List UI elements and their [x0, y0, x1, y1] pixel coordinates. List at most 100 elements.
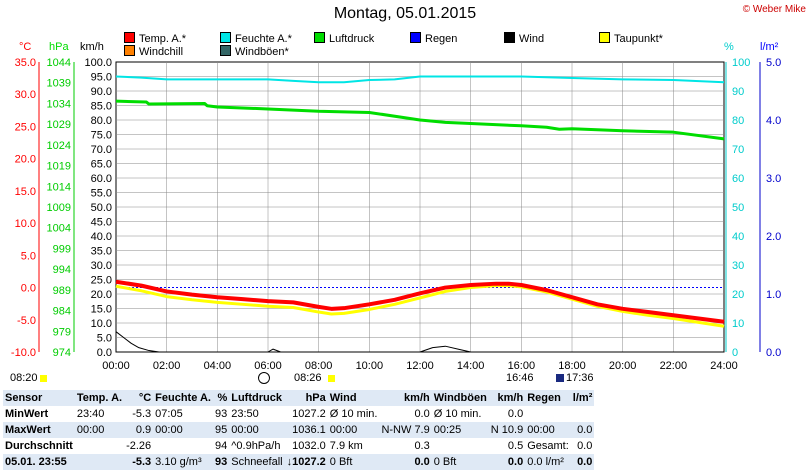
temp-tick-label: -5.0 [17, 315, 36, 327]
temp-tick-label: 5.0 [21, 250, 36, 262]
x-tick-label: 00:00 [102, 360, 130, 372]
stats-cell: 93 [214, 456, 228, 468]
x-tick-label: 24:00 [710, 360, 738, 372]
legend-label: Windchill [139, 46, 184, 58]
temp-tick-label: 35.0 [15, 57, 36, 69]
rain-tick-label: 4.0 [766, 115, 781, 127]
stats-header-cell: Regen [527, 392, 561, 404]
legend-item-windchill[interactable]: Windchill [124, 45, 183, 58]
wind-tick-label: 45.0 [91, 217, 112, 229]
stats-cell: 1036.1 [292, 424, 326, 436]
stats-cell: 0.9 [135, 424, 152, 436]
x-tick-label: 10:00 [356, 360, 384, 372]
rain-axis-header: l/m² [760, 41, 779, 53]
stats-header-cell: Wind [329, 392, 357, 404]
pressure-axis-header: hPa [49, 41, 69, 53]
stats-row-label: Durchschnitt [5, 440, 73, 452]
wind-tick-label: 30.0 [91, 260, 112, 272]
wind-tick-label: 40.0 [91, 231, 112, 243]
temp-tick-label: 30.0 [15, 89, 36, 101]
wind-tick-label: 50.0 [91, 202, 112, 214]
legend-label: Feuchte A.* [235, 33, 292, 45]
stats-cell: Ø 10 min. [433, 408, 482, 420]
legend-swatch [220, 45, 231, 56]
legend-item-wind[interactable]: Wind [504, 32, 544, 45]
chart-title: Montag, 05.01.2015 [333, 5, 477, 22]
wind-tick-label: 25.0 [91, 275, 112, 287]
humidity-tick-label: 30 [732, 260, 744, 272]
legend-swatch [504, 32, 515, 43]
moonrise-icon [328, 375, 335, 382]
humidity-tick-label: 100 [732, 57, 750, 69]
wind-tick-label: 20.0 [91, 289, 112, 301]
stats-cell: 00:00 [527, 424, 555, 436]
stats-cell: 0.0 [414, 456, 430, 468]
legend-item-dewpoint[interactable]: Taupunkt* [599, 32, 663, 45]
stats-header-cell: Sensor [5, 392, 43, 404]
stats-cell: Gesamt: [527, 440, 569, 452]
pressure-tick-label: 974 [53, 347, 71, 359]
pressure-tick-label: 1019 [47, 161, 71, 173]
wind-tick-label: 70.0 [91, 144, 112, 156]
moonrise-time: 08:26 [294, 372, 322, 384]
x-tick-label: 14:00 [457, 360, 485, 372]
humidity-axis-header: % [724, 41, 734, 53]
x-tick-label: 12:00 [406, 360, 434, 372]
legend-item-humidity[interactable]: Feuchte A.* [220, 32, 292, 45]
wind-tick-label: 60.0 [91, 173, 112, 185]
legend-swatch [314, 32, 325, 43]
humidity-tick-label: 60 [732, 173, 744, 185]
stats-cell: ↓1027.2 [286, 456, 326, 468]
stats-cell: 00:00 [155, 424, 183, 436]
legend-label: Windböen* [235, 46, 289, 58]
stats-header-cell: hPa [305, 392, 326, 404]
stats-cell: 0.3 [414, 440, 430, 452]
sunset-time: 17:36 [566, 372, 594, 384]
stats-cell: 00:00 [231, 424, 259, 436]
stats-cell: 95 [214, 424, 228, 436]
stats-cell: ^0.9hPa/h [231, 440, 281, 452]
rain-tick-label: 3.0 [766, 173, 781, 185]
stats-cell: -5.3 [132, 456, 152, 468]
wind-tick-label: 75.0 [91, 130, 112, 142]
legend-item-temp[interactable]: Temp. A.* [124, 32, 186, 45]
stats-cell: 0.5 [507, 440, 524, 452]
pressure-tick-label: 1024 [47, 140, 71, 152]
legend-label: Luftdruck [329, 33, 375, 45]
stats-cell: 7.9 km [329, 440, 363, 452]
humidity-tick-label: 20 [732, 289, 744, 301]
stats-cell: -2.26 [126, 440, 152, 452]
stats-table: Sensor Temp. A. °C Feuchte A.% Luftdruck hPa W… [3, 390, 595, 470]
stats-cell: 00:00 [329, 424, 358, 436]
stats-cell: Schneefall [231, 456, 283, 468]
stats-row: 05.01. 23:55 -5.3 3.10 g/m³ 93 Schneefall ↓10… [3, 454, 595, 470]
legend-item-pressure[interactable]: Luftdruck [314, 32, 374, 45]
stats-cell [75, 438, 124, 454]
pressure-tick-label: 1009 [47, 202, 71, 214]
stats-header-cell: km/h [497, 392, 524, 404]
stats-header-cell: Luftdruck [231, 392, 282, 404]
x-tick-label: 18:00 [558, 360, 586, 372]
wind-tick-label: 55.0 [91, 188, 112, 200]
pressure-tick-label: 1039 [47, 78, 71, 90]
legend-item-gusts[interactable]: Windböen* [220, 45, 289, 58]
series-taupunkt [115, 284, 725, 328]
weather-chart: 100.095.090.085.080.075.070.065.060.055.… [11, 57, 781, 372]
stats-cell: 3.10 g/m³ [155, 456, 202, 468]
humidity-tick-label: 80 [732, 115, 744, 127]
stats-cell: N-NW 7.9 [381, 424, 430, 436]
stats-cell [525, 406, 571, 422]
stats-cell: 00:25 [433, 424, 462, 436]
sunrise-time: 08:20 [10, 372, 38, 384]
humidity-tick-label: 90 [732, 86, 744, 98]
stats-cell: 93 [214, 408, 228, 420]
stats-row: Durchschnitt -2.26 94 ^0.9hPa/h 1032.0 7.9 km… [3, 438, 595, 454]
legend-swatch [124, 45, 135, 56]
legend-item-rain[interactable]: Regen [410, 32, 457, 45]
pressure-tick-label: 1034 [47, 98, 71, 110]
stats-cell: 1032.0 [292, 440, 326, 452]
wind-axis-header: km/h [80, 41, 104, 53]
pressure-tick-label: 989 [53, 285, 71, 297]
stats-cell: 23:50 [231, 408, 259, 420]
stats-cell: 07:05 [155, 408, 183, 420]
